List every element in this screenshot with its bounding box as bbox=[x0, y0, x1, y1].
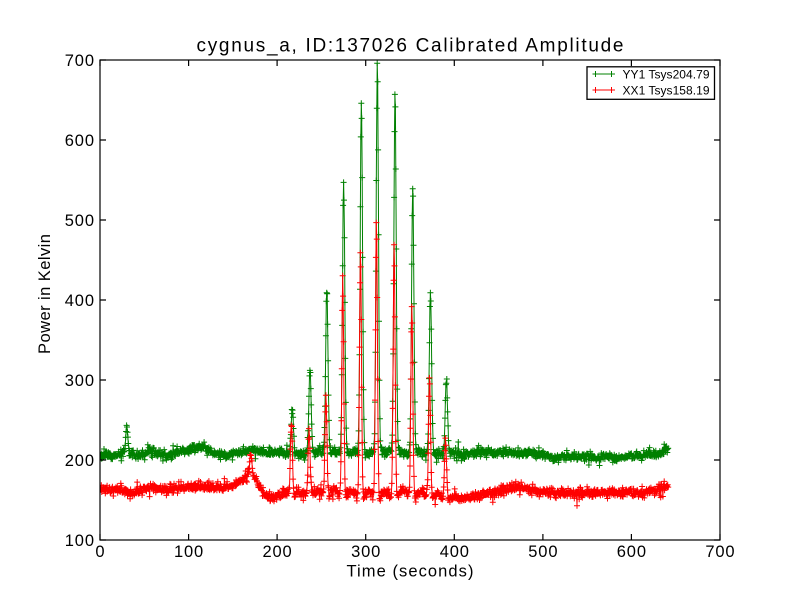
svg-text:Time (seconds): Time (seconds) bbox=[347, 563, 474, 581]
svg-text:cygnus_a, ID:137026 Calibrated: cygnus_a, ID:137026 Calibrated Amplitude bbox=[197, 36, 624, 57]
svg-text:700: 700 bbox=[65, 52, 94, 70]
svg-text:YY1 Tsys204.79: YY1 Tsys204.79 bbox=[623, 67, 710, 81]
svg-text:500: 500 bbox=[65, 212, 94, 230]
svg-text:0: 0 bbox=[95, 543, 104, 561]
svg-text:400: 400 bbox=[65, 292, 94, 310]
svg-text:100: 100 bbox=[65, 532, 94, 550]
svg-text:100: 100 bbox=[174, 543, 203, 561]
svg-text:300: 300 bbox=[65, 372, 94, 390]
svg-text:300: 300 bbox=[351, 543, 380, 561]
svg-text:500: 500 bbox=[528, 543, 557, 561]
svg-text:400: 400 bbox=[440, 543, 469, 561]
svg-text:Power in Kelvin: Power in Kelvin bbox=[36, 234, 54, 354]
svg-text:XX1 Tsys158.19: XX1 Tsys158.19 bbox=[623, 83, 710, 97]
svg-text:200: 200 bbox=[65, 452, 94, 470]
svg-text:700: 700 bbox=[705, 543, 734, 561]
svg-text:200: 200 bbox=[263, 543, 292, 561]
svg-text:600: 600 bbox=[617, 543, 646, 561]
svg-text:600: 600 bbox=[65, 132, 94, 150]
